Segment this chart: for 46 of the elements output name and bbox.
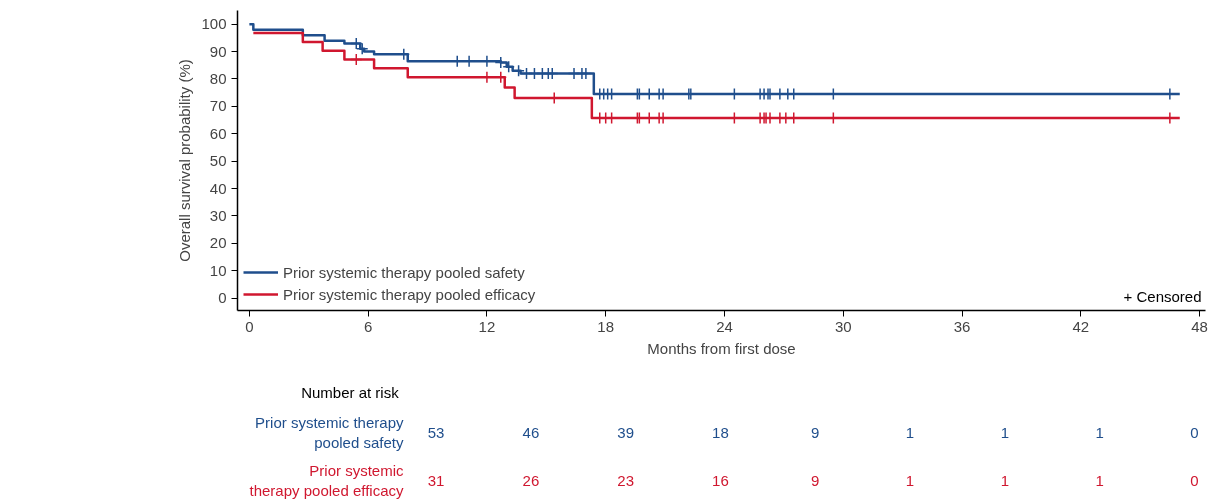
y-tick-label: 20 — [209, 234, 227, 252]
text: 46 — [522, 423, 540, 441]
x-tick-label: 12 — [478, 317, 496, 335]
y-tick-label: 50 — [209, 152, 227, 170]
text: 18 — [712, 423, 729, 441]
y-axis-title: Overall survival probability (%) — [176, 59, 194, 262]
text: Number at risk — [301, 384, 400, 401]
annotation: + Censored — [1123, 288, 1202, 305]
text: 53 — [427, 423, 445, 441]
text: 9 — [811, 423, 820, 441]
y-tick-label: 80 — [209, 69, 227, 87]
y-tick-label: 70 — [209, 97, 227, 115]
y-tick-label: 40 — [209, 179, 227, 197]
y-tick-label: 10 — [209, 261, 227, 279]
text: 1 — [1000, 471, 1009, 489]
x-tick-label: 48 — [1191, 317, 1208, 335]
text: 0 — [1190, 471, 1199, 489]
x-tick-label: 6 — [363, 317, 373, 335]
y-tick-label: 60 — [209, 124, 227, 142]
x-tick-label: 36 — [953, 317, 971, 335]
x-tick-label: 18 — [597, 317, 615, 335]
x-tick-label: 24 — [716, 317, 733, 335]
text: 0 — [1190, 423, 1199, 441]
text: 31 — [427, 471, 445, 489]
x-tick-label: 30 — [834, 317, 852, 335]
y-tick-label: 100 — [201, 15, 227, 33]
y-tick-label: 30 — [209, 206, 227, 224]
text: 1 — [1095, 471, 1104, 489]
text: Prior systemic therapy pooled efficacy — [249, 461, 404, 500]
text: 1 — [905, 471, 915, 489]
y-tick-label: 0 — [218, 289, 227, 307]
x-tick-label: 0 — [245, 317, 254, 335]
text: 1 — [1000, 423, 1009, 441]
text: 39 — [617, 423, 635, 441]
y-tick-label: 90 — [209, 42, 227, 60]
text: 16 — [712, 471, 729, 489]
x-tick-label: 42 — [1072, 317, 1090, 335]
text: 1 — [1095, 423, 1104, 441]
legend-label: Prior systemic therapy pooled safety — [283, 263, 525, 281]
text: 26 — [522, 471, 540, 489]
text: Prior systemic therapy pooled safety — [255, 413, 404, 452]
text: 23 — [617, 471, 635, 489]
text: 9 — [811, 471, 820, 489]
x-axis-title: Months from first dose — [647, 339, 796, 357]
text: 1 — [905, 423, 915, 441]
legend-label: Prior systemic therapy pooled efficacy — [283, 285, 536, 303]
